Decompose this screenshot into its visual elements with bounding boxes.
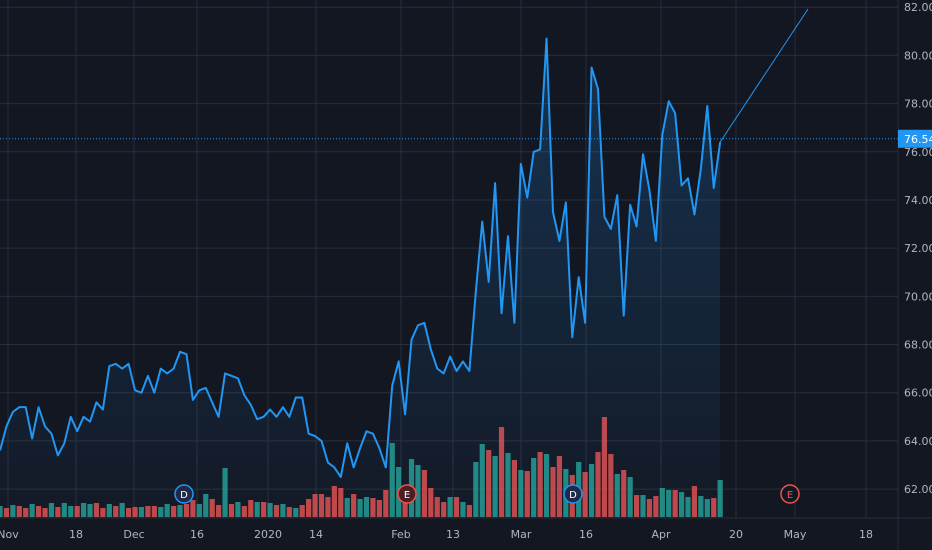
x-tick-label: 14: [309, 528, 323, 541]
y-tick-label: 68.00: [904, 339, 932, 352]
dividend-marker[interactable]: D: [174, 484, 194, 504]
y-tick-label: 62.00: [904, 483, 932, 496]
last-price-label: 76.54: [904, 133, 932, 146]
y-tick-label: 74.00: [904, 194, 932, 207]
last-price-badge: [898, 129, 932, 148]
marker-letter: D: [569, 490, 577, 501]
y-tick-label: 80.00: [904, 49, 932, 62]
x-tick-label: 18: [859, 528, 873, 541]
x-tick-label: Nov: [0, 528, 19, 541]
x-tick-label: Feb: [391, 528, 410, 541]
marker-circle: [174, 484, 194, 504]
marker-letter: D: [180, 490, 188, 501]
y-tick-label: 72.00: [904, 242, 932, 255]
x-tick-label: 20: [729, 528, 743, 541]
y-tick-label: 70.00: [904, 290, 932, 303]
x-tick-label: 13: [446, 528, 460, 541]
last-price-layer: 76.54: [0, 129, 932, 148]
x-tick-label: Apr: [651, 528, 671, 541]
x-tick-label: May: [784, 528, 807, 541]
y-axis: 62.00 64.00 66.00 68.00 70.00 72.00 74.00 76.00…: [904, 1, 932, 496]
x-tick-label: 16: [579, 528, 593, 541]
marker-letter: E: [404, 490, 410, 501]
x-tick-label: 2020: [254, 528, 282, 541]
earnings-marker[interactable]: E: [780, 484, 800, 504]
trend-line[interactable]: [719, 8, 809, 143]
y-tick-label: 82.00: [904, 1, 932, 14]
y-tick-label: 64.00: [904, 435, 932, 448]
marker-circle: [563, 484, 583, 504]
marker-circle: [780, 484, 800, 504]
y-tick-label: 78.00: [904, 98, 932, 111]
x-tick-label: 16: [190, 528, 204, 541]
marker-letter: E: [787, 490, 793, 501]
y-tick-label: 66.00: [904, 387, 932, 400]
volume-bar: [717, 480, 723, 517]
line-layer: [0, 8, 809, 479]
y-tick-label: 76.00: [904, 146, 932, 159]
dividend-marker[interactable]: D: [563, 484, 583, 504]
x-axis: Nov 18 Dec 16 2020 14 Feb 13 Mar 16 Apr 20 May 18: [0, 528, 873, 541]
x-tick-label: 18: [69, 528, 83, 541]
price-area: [0, 38, 721, 519]
area-layer: [0, 38, 721, 519]
x-tick-label: Mar: [511, 528, 532, 541]
marker-circle: [397, 484, 417, 504]
x-tick-label: Dec: [123, 528, 144, 541]
price-line: [0, 37, 722, 479]
earnings-marker[interactable]: E: [397, 484, 417, 504]
